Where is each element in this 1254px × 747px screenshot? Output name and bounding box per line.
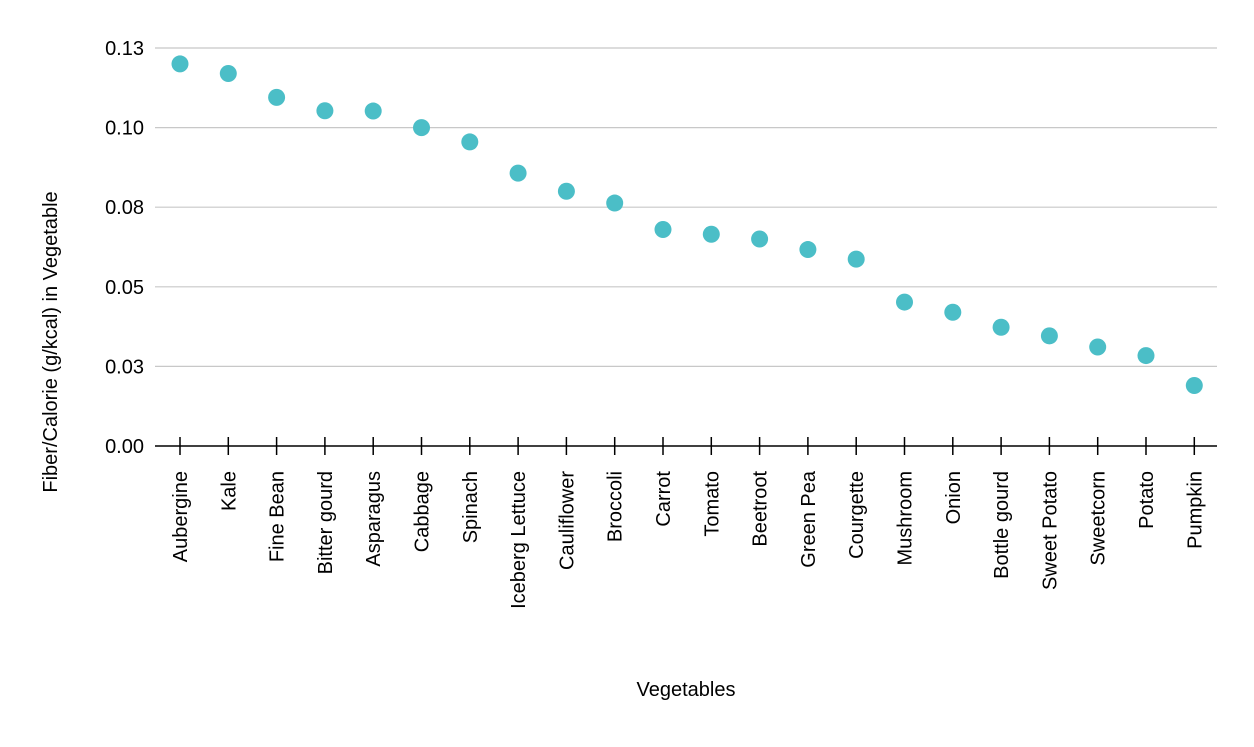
y-tick-label: 0.00 (105, 436, 144, 458)
y-axis-title: Fiber/Calorie (g/kcal) in Vegetable (40, 191, 62, 492)
x-tick-label: Aubergine (170, 471, 192, 562)
x-tick-label: Bottle gourd (991, 471, 1013, 579)
y-axis-ticks: 0.00 0.03 0.05 0.08 0.10 0.13 (105, 38, 144, 458)
x-tick-label: Tomato (701, 471, 723, 537)
x-tick-label: Broccoli (605, 471, 627, 542)
data-point (461, 133, 479, 151)
data-point (509, 164, 527, 182)
x-tick-label: Iceberg Lettuce (508, 471, 530, 609)
x-tick-label: Mushroom (895, 471, 917, 565)
data-point (1089, 338, 1107, 356)
grid-lines (155, 47, 1217, 367)
data-points (171, 55, 1203, 395)
data-point (557, 182, 575, 200)
x-tick-label: Green Pea (798, 470, 820, 568)
x-tick-label: Fine Bean (267, 471, 289, 562)
y-tick-label: 0.03 (105, 356, 144, 378)
x-tick-label: Potato (1136, 471, 1158, 529)
data-point (1137, 347, 1155, 365)
data-point (1040, 327, 1058, 345)
x-tick-label: Spinach (460, 471, 482, 543)
x-tick-label: Beetroot (750, 471, 772, 547)
x-tick-label: Sweetcorn (1088, 471, 1110, 566)
data-point (268, 88, 286, 106)
x-tick-label: Cabbage (412, 471, 434, 552)
y-tick-label: 0.13 (105, 38, 144, 60)
data-point (606, 194, 624, 212)
x-tick-label: Bitter gourd (315, 471, 337, 574)
y-tick-label: 0.08 (105, 197, 144, 219)
data-point (171, 55, 189, 73)
data-point (1185, 377, 1203, 395)
data-point (896, 293, 913, 311)
x-tick-label: Onion (943, 471, 965, 524)
x-tick-label: Cauliflower (556, 471, 578, 570)
data-point (944, 303, 962, 321)
y-tick-label: 0.05 (105, 277, 144, 299)
x-axis-ticks: Aubergine Kale Fine Bean Bitter gourd Aspara… (170, 437, 1206, 609)
data-point (413, 119, 430, 137)
data-point (799, 241, 817, 259)
x-axis-title: Vegetables (637, 679, 736, 701)
x-tick-label: Carrot (653, 471, 675, 527)
y-tick-label: 0.10 (105, 118, 144, 140)
data-point (364, 102, 382, 120)
data-point (654, 220, 672, 238)
data-point (219, 64, 237, 82)
x-tick-label: Pumpkin (1184, 471, 1206, 549)
data-point (316, 102, 334, 120)
x-tick-label: Sweet Potato (1039, 471, 1061, 590)
data-point (751, 230, 769, 248)
x-tick-label: Courgette (846, 471, 868, 559)
data-point (992, 318, 1010, 336)
data-point (702, 225, 720, 243)
x-tick-label: Kale (218, 471, 240, 511)
x-tick-label: Asparagus (363, 471, 385, 567)
data-point (847, 250, 865, 268)
